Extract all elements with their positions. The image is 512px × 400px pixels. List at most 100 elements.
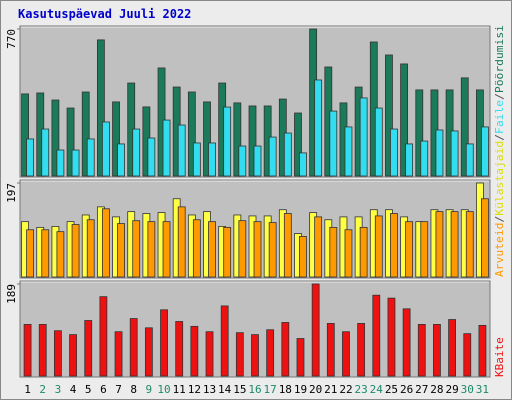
x-tick-label: 11 — [173, 383, 186, 396]
bar — [132, 128, 141, 177]
x-tick-label: 22 — [339, 383, 352, 396]
x-tick-label: 16 — [248, 383, 261, 396]
bar — [248, 105, 257, 177]
bar — [54, 330, 62, 377]
x-tick-label: 30 — [461, 383, 474, 396]
bar — [390, 213, 398, 278]
bar — [311, 283, 320, 377]
x-tick-label: 10 — [157, 383, 170, 396]
bar — [359, 97, 368, 177]
bar — [460, 77, 469, 177]
bar — [463, 333, 472, 377]
bar — [329, 226, 338, 278]
x-tick-label: 17 — [264, 383, 277, 396]
bar — [81, 91, 90, 177]
x-tick-label: 23 — [355, 383, 368, 396]
bar — [465, 211, 474, 278]
legend-item: Arvuteid — [493, 223, 506, 277]
bar — [160, 309, 168, 377]
bar — [402, 308, 411, 377]
bar — [314, 79, 323, 177]
bar — [99, 296, 108, 377]
bar — [299, 236, 307, 278]
x-tick-label: 20 — [309, 383, 322, 396]
bar — [129, 318, 138, 377]
bar — [41, 128, 50, 177]
bar — [205, 331, 214, 377]
x-tick-label: 18 — [279, 383, 292, 396]
x-tick-label: 19 — [294, 383, 307, 396]
bar — [177, 206, 186, 278]
bar — [268, 136, 277, 177]
x-tick-label: 2 — [39, 383, 46, 396]
x-tick-label: 8 — [130, 383, 137, 396]
legend-item: Faile — [493, 100, 506, 134]
bar — [162, 221, 171, 278]
y-tick-label: 197 — [5, 183, 18, 203]
bar — [415, 89, 424, 177]
x-tick-label: 7 — [115, 383, 122, 396]
bar — [177, 124, 186, 177]
bar — [329, 110, 338, 177]
chart-title: Kasutuspäevad Juuli 2022 — [18, 7, 191, 21]
bar — [84, 320, 93, 377]
bar — [203, 101, 211, 177]
x-tick-label: 9 — [146, 383, 153, 396]
panel — [19, 280, 491, 378]
legend-separator: / — [493, 93, 506, 100]
x-tick-label: 4 — [70, 383, 77, 396]
bar — [372, 294, 381, 377]
bar — [433, 324, 441, 377]
legend-separator: / — [493, 216, 506, 223]
bar — [147, 137, 156, 177]
bar — [223, 226, 232, 278]
bar — [400, 63, 409, 177]
x-tick-label: 21 — [324, 383, 337, 396]
bar — [21, 93, 29, 177]
bar — [71, 224, 80, 278]
x-tick-label: 6 — [100, 383, 107, 396]
bar — [385, 54, 393, 177]
bar — [117, 143, 125, 177]
bar — [448, 319, 456, 377]
bar — [344, 229, 353, 278]
y-tick-label: 770 — [5, 29, 18, 49]
bar — [326, 323, 335, 377]
bar — [253, 221, 262, 278]
bar — [344, 126, 353, 177]
bar — [235, 332, 244, 377]
x-tick-label: 3 — [55, 383, 62, 396]
bar — [233, 102, 242, 177]
bar — [299, 152, 307, 177]
bar — [96, 39, 105, 177]
x-tick-label: 1 — [24, 383, 31, 396]
bar — [374, 107, 383, 177]
bar — [56, 149, 65, 177]
bar — [374, 215, 383, 278]
x-tick-label: 26 — [400, 383, 413, 396]
bar — [114, 331, 123, 377]
bar — [283, 213, 292, 278]
bar — [465, 143, 474, 177]
x-tick-label: 15 — [233, 383, 246, 396]
bar — [41, 229, 50, 278]
bar — [294, 112, 302, 177]
bar — [86, 219, 95, 278]
bar — [435, 211, 444, 278]
bar — [435, 129, 444, 177]
bar — [51, 99, 60, 177]
legend-item: Külastajaid — [493, 141, 506, 216]
bar — [266, 329, 275, 377]
bar — [56, 231, 65, 278]
bar — [26, 138, 34, 177]
bar — [66, 107, 75, 177]
bar — [69, 334, 77, 377]
bar — [390, 128, 398, 177]
bar — [417, 324, 426, 377]
bar — [251, 334, 259, 377]
x-tick-label: 12 — [188, 383, 201, 396]
bar — [26, 229, 34, 278]
bar — [223, 106, 232, 177]
x-tick-label: 28 — [430, 383, 443, 396]
